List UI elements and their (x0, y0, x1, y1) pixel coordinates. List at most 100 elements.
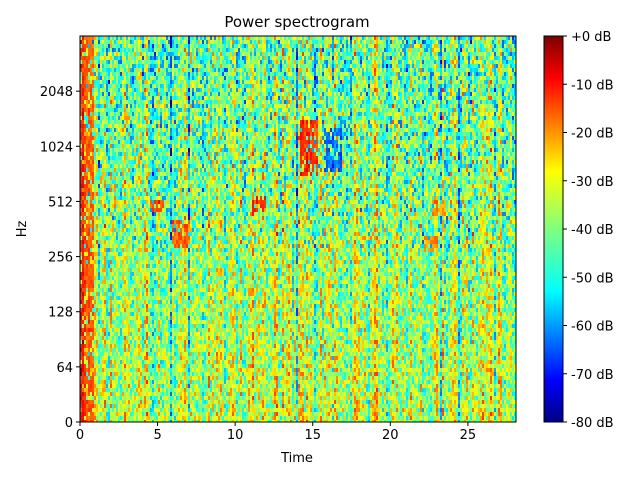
heatmap-cell (80, 132, 83, 137)
heatmap-cell (94, 96, 97, 101)
heatmap-cell (138, 236, 141, 241)
heatmap-cell (154, 68, 157, 73)
heatmap-cell (108, 232, 111, 237)
heatmap-cell (166, 160, 169, 165)
heatmap-cell (100, 48, 103, 53)
heatmap-cell (180, 192, 183, 197)
heatmap-cell (126, 272, 129, 277)
heatmap-cell (126, 336, 129, 341)
heatmap-cell (108, 160, 111, 165)
heatmap-cell (164, 112, 167, 117)
heatmap-cell (92, 312, 95, 317)
heatmap-cell (164, 252, 167, 257)
heatmap-cell (154, 104, 157, 109)
heatmap-cell (84, 368, 87, 373)
heatmap-cell (106, 128, 109, 133)
heatmap-cell (92, 420, 95, 422)
heatmap-cell (164, 228, 167, 233)
heatmap-cell (136, 332, 139, 337)
heatmap-cell (172, 280, 175, 285)
heatmap-cell (152, 244, 155, 249)
heatmap-cell (106, 80, 109, 85)
heatmap-cell (102, 312, 105, 317)
heatmap-cell (106, 92, 109, 97)
heatmap-cell (140, 36, 143, 41)
heatmap-cell (86, 200, 89, 205)
heatmap-cell (90, 336, 93, 341)
heatmap-cell (176, 384, 179, 389)
heatmap-cell (80, 320, 83, 325)
heatmap-cell (114, 340, 117, 345)
heatmap-cell (162, 272, 165, 277)
heatmap-cell (114, 128, 117, 133)
heatmap-cell (128, 384, 131, 389)
heatmap-cell (144, 172, 147, 177)
heatmap-cell (144, 316, 147, 321)
heatmap-cell (146, 172, 149, 177)
heatmap-cell (112, 120, 115, 125)
heatmap-cell (118, 92, 121, 97)
heatmap-cell (142, 320, 145, 325)
heatmap-cell (146, 292, 149, 297)
heatmap-cell (100, 280, 103, 285)
heatmap-cell (128, 308, 131, 313)
heatmap-cell (120, 60, 123, 65)
heatmap-cell (144, 52, 147, 57)
heatmap-cell (106, 76, 109, 81)
heatmap-cell (100, 288, 103, 293)
heatmap-cell (180, 364, 183, 369)
heatmap-cell (140, 392, 143, 397)
heatmap-cell (168, 168, 171, 173)
heatmap-cell (100, 292, 103, 297)
heatmap-cell (154, 148, 157, 153)
heatmap-cell (138, 204, 141, 209)
heatmap-cell (138, 180, 141, 185)
heatmap-cell (176, 168, 179, 173)
heatmap-cell (114, 136, 117, 141)
heatmap-cell (84, 412, 87, 417)
heatmap-cell (130, 192, 133, 197)
heatmap-cell (124, 40, 127, 45)
heatmap-cell (170, 44, 173, 49)
heatmap-cell (136, 240, 139, 245)
heatmap-cell (100, 36, 103, 41)
heatmap-cell (102, 120, 105, 125)
heatmap-cell (134, 112, 137, 117)
heatmap-cell (144, 388, 147, 393)
heatmap-cell (114, 196, 117, 201)
heatmap-cell (126, 188, 129, 193)
heatmap-cell (124, 216, 127, 221)
heatmap-cell (154, 396, 157, 401)
heatmap-cell (118, 240, 121, 245)
heatmap-cell (164, 312, 167, 317)
heatmap-cell (142, 156, 145, 161)
heatmap-cell (158, 96, 161, 101)
heatmap-cell (148, 208, 151, 213)
heatmap-cell (148, 256, 151, 261)
heatmap-cell (148, 276, 151, 281)
heatmap-cell (102, 100, 105, 105)
heatmap-cell (154, 280, 157, 285)
heatmap-cell (106, 48, 109, 53)
heatmap-cell (132, 236, 135, 241)
heatmap-cell (130, 140, 133, 145)
heatmap-cell (178, 272, 181, 277)
heatmap-cell (156, 228, 159, 233)
heatmap-cell (154, 332, 157, 337)
heatmap-cell (98, 304, 101, 309)
heatmap-cell (180, 100, 183, 105)
heatmap-cell (176, 336, 179, 341)
heatmap-cell (160, 76, 163, 81)
heatmap-cell (140, 84, 143, 89)
heatmap-cell (126, 396, 129, 401)
heatmap-cell (142, 192, 145, 197)
heatmap-cell (132, 376, 135, 381)
heatmap-cell (118, 48, 121, 53)
heatmap-cell (146, 288, 149, 293)
heatmap-cell (112, 100, 115, 105)
heatmap-cell (150, 256, 153, 261)
heatmap-cell (102, 136, 105, 141)
heatmap-cell (158, 108, 161, 113)
heatmap-cell (122, 220, 125, 225)
heatmap-cell (168, 244, 171, 249)
